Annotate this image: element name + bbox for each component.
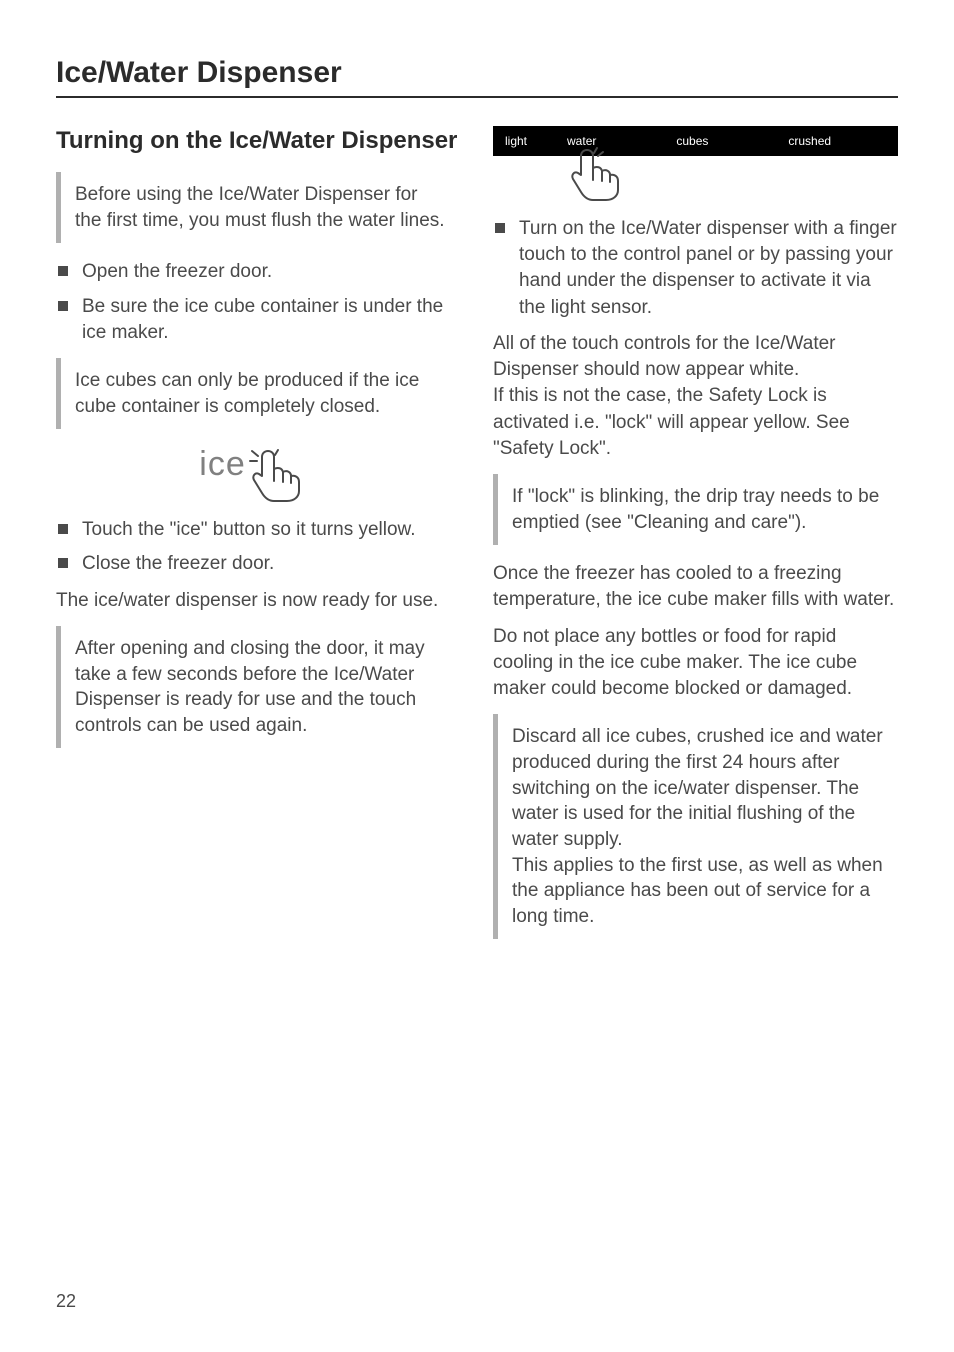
right-column: light water cubes crushed lock [493, 126, 898, 955]
hand-pointer-icon [565, 144, 645, 204]
callout-after-door: After opening and closing the door, it m… [56, 626, 461, 749]
list-item: Be sure the ice cube container is under … [56, 294, 461, 346]
page-number: 22 [56, 1291, 76, 1312]
panel-label-lock: lock [911, 134, 932, 148]
panel-label-light: light [505, 134, 527, 148]
list-item: Turn on the Ice/Water dispenser with a f… [493, 216, 898, 321]
page: Ice/Water Dispenser Turning on the Ice/W… [0, 0, 954, 1352]
left-column: Turning on the Ice/Water Dispenser Befor… [56, 126, 461, 955]
control-panel-strip: light water cubes crushed lock [493, 126, 898, 156]
instruction-list-3: Turn on the Ice/Water dispenser with a f… [493, 216, 898, 321]
subheading-turning-on: Turning on the Ice/Water Dispenser [56, 126, 461, 156]
list-item: Touch the "ice" button so it turns yello… [56, 517, 461, 543]
page-title: Ice/Water Dispenser [56, 56, 898, 98]
figure-ice-button: ice [56, 447, 461, 503]
hand-pointer-icon [248, 447, 318, 503]
paragraph-no-bottles: Do not place any bottles or food for rap… [493, 624, 898, 703]
panel-label-crushed: crushed [788, 134, 831, 148]
instruction-list-1: Open the freezer door. Be sure the ice c… [56, 259, 461, 346]
list-item: Close the freezer door. [56, 551, 461, 577]
paragraph-ready: The ice/water dispenser is now ready for… [56, 588, 461, 614]
figure-control-panel: light water cubes crushed lock [493, 126, 898, 208]
paragraph-controls-white: All of the touch controls for the Ice/Wa… [493, 331, 898, 462]
ice-button-illustration: ice [199, 447, 317, 503]
callout-container-closed: Ice cubes can only be produced if the ic… [56, 358, 461, 429]
two-column-layout: Turning on the Ice/Water Dispenser Befor… [56, 126, 898, 955]
paragraph-fills-water: Once the freezer has cooled to a freezin… [493, 561, 898, 613]
ice-label: ice [199, 447, 245, 481]
list-item: Open the freezer door. [56, 259, 461, 285]
callout-discard-24h: Discard all ice cubes, crushed ice and w… [493, 714, 898, 939]
callout-lock-blinking: If "lock" is blinking, the drip tray nee… [493, 474, 898, 545]
panel-label-cubes: cubes [676, 134, 708, 148]
callout-flush-lines: Before using the Ice/Water Dispenser for… [56, 172, 461, 243]
instruction-list-2: Touch the "ice" button so it turns yello… [56, 517, 461, 577]
